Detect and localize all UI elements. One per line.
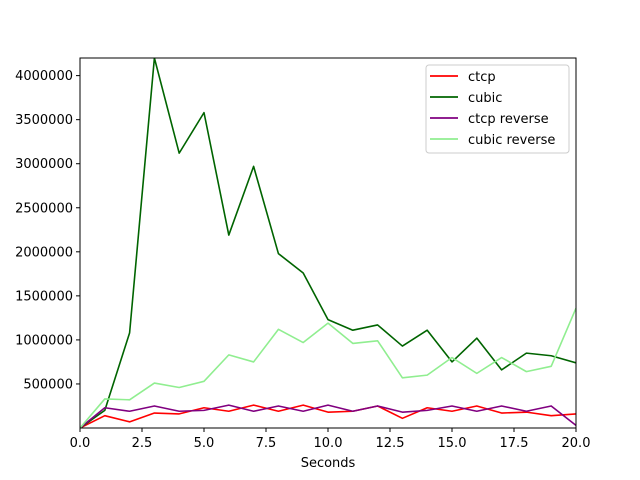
legend: ctcp cubic ctcp reverse cubic reverse	[425, 64, 570, 154]
x-axis-label: Seconds	[301, 456, 356, 471]
x-tick-label: 20.0	[562, 436, 591, 451]
legend-label-cubic: cubic	[468, 91, 502, 106]
y-tick-label: 4000000	[15, 69, 73, 84]
y-tick-label: 2000000	[15, 245, 73, 260]
legend-label-ctcp: ctcp	[468, 70, 496, 85]
y-tick-label: 500000	[23, 377, 73, 392]
y-tick-label: 3500000	[15, 113, 73, 128]
x-tick-label: 17.5	[500, 436, 529, 451]
x-tick-label: 12.5	[376, 436, 405, 451]
y-tick-label: 3000000	[15, 157, 73, 172]
legend-label-cubic-reverse: cubic reverse	[468, 133, 555, 148]
x-tick-label: 7.5	[256, 436, 277, 451]
x-tick-label: 2.5	[132, 436, 153, 451]
series-line-ctcp-reverse	[80, 404, 576, 428]
x-axis: 0.0 2.5 5.0 7.5 10.0 12.5 15.0 17.5 20.0	[70, 428, 591, 451]
series-line-ctcp	[80, 404, 576, 428]
series-line-cubic-reverse	[80, 307, 576, 428]
y-tick-label: 1500000	[15, 289, 73, 304]
legend-label-ctcp-reverse: ctcp reverse	[468, 112, 549, 127]
x-tick-label: 0.0	[70, 436, 91, 451]
x-tick-label: 10.0	[314, 436, 343, 451]
series-line-cubic	[80, 58, 576, 428]
series-layer	[80, 58, 576, 428]
y-tick-label: 2500000	[15, 201, 73, 216]
legend-box	[425, 64, 570, 154]
x-tick-label: 5.0	[194, 436, 215, 451]
x-tick-label: 15.0	[438, 436, 467, 451]
y-axis: 500000 1000000 1500000 2000000 2500000 300000…	[15, 69, 80, 392]
y-tick-label: 1000000	[15, 333, 73, 348]
